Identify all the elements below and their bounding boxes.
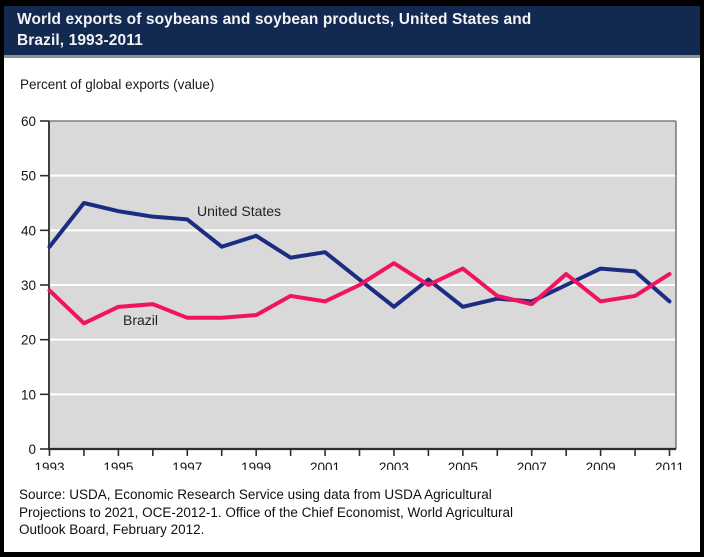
figure-background: World exports of soybeans and soybean pr…: [4, 6, 700, 552]
y-axis-tick-label: 40: [21, 223, 36, 238]
brazil-line: [47, 261, 672, 326]
y-axis-title: Percent of global exports (value): [20, 77, 215, 92]
us-line-label: United States: [197, 203, 281, 219]
chart-title-line-1: World exports of soybeans and soybean pr…: [17, 11, 532, 28]
chart-area: 0 10 20 30 40 50 60 1993 1995 1997 1999 2001 2003 200…: [4, 100, 700, 475]
chart-title-line-2: Brazil, 1993-2011: [17, 32, 143, 49]
y-axis-tick-label: 10: [21, 387, 36, 402]
line-chart-svg: 0 10 20 30 40 50 60 1993 1995 1997 1999 2001 2003 200…: [21, 114, 684, 475]
x-axis-tick-label: 2009: [586, 460, 616, 470]
y-axis-tick-label: 60: [21, 114, 36, 129]
x-axis-tick-label: 1999: [241, 460, 271, 470]
x-axis-tick-label: 2001: [310, 460, 340, 470]
x-axis-tick-label: 2011: [655, 460, 684, 470]
x-axis-tick-label: 1997: [172, 460, 202, 470]
x-axis-tick-label: 1993: [34, 460, 64, 470]
source-note: Source: USDA, Economic Research Service …: [19, 486, 513, 539]
y-axis-tick-label: 30: [21, 278, 36, 293]
us-line: [47, 201, 672, 309]
source-line-3: Outlook Board, February 2012.: [19, 522, 205, 537]
x-axis-tick-label: 2005: [448, 460, 478, 470]
source-line-2: Projections to 2021, OCE-2012-1. Office …: [19, 504, 513, 520]
y-axis-tick-label: 50: [21, 169, 36, 184]
brazil-line-label: Brazil: [123, 312, 158, 328]
x-axis-tick-label: 2007: [517, 460, 547, 470]
x-axis-tick-label: 2003: [379, 460, 409, 470]
y-axis-tick-label: 0: [28, 442, 36, 457]
title-bar: World exports of soybeans and soybean pr…: [4, 6, 700, 58]
y-axis-tick-label: 20: [21, 333, 36, 348]
source-line-1: Source: USDA, Economic Research Service …: [19, 487, 492, 502]
x-axis-tick-label: 1995: [103, 460, 133, 470]
